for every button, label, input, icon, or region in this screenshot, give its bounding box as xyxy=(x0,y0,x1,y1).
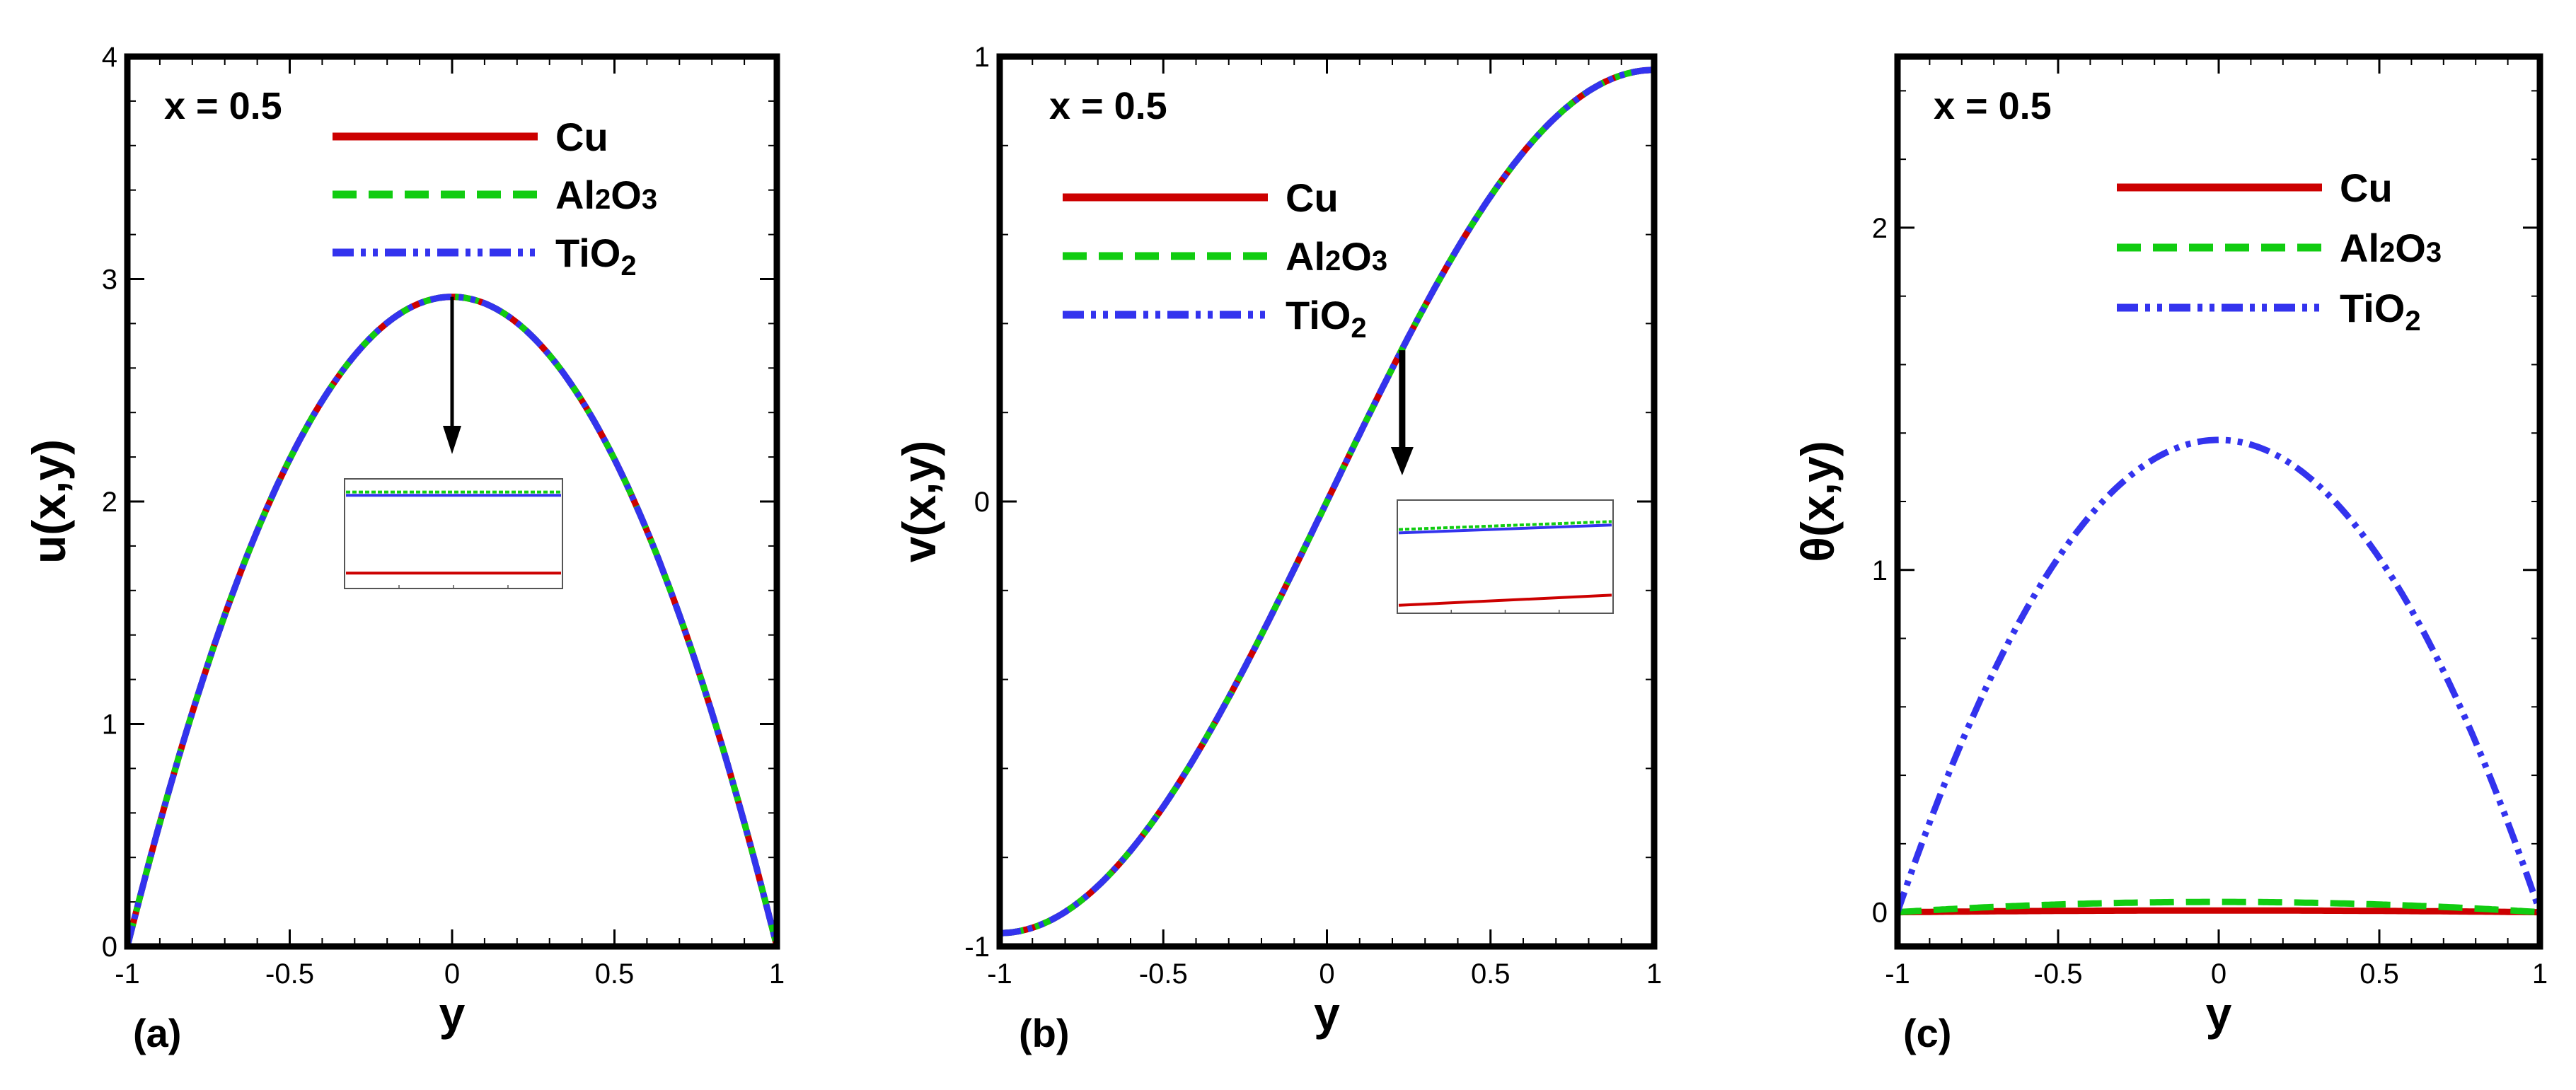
y-tick-label: 0 xyxy=(102,932,117,963)
x-tick-label: -0.5 xyxy=(265,958,314,990)
y-tick-label: 0 xyxy=(974,487,990,518)
chart-panel-2: -1 -0.5 0 0.5 1 -1 0 1 x = 0.5 Cu Al2O3 TiO2 y v(x,y)… xyxy=(893,42,1662,1055)
y-tick-label: 4 xyxy=(102,42,117,73)
x-axis-title: y xyxy=(2206,987,2232,1040)
x-tick-label: -1 xyxy=(115,958,140,990)
x-position-annotation: x = 0.5 xyxy=(164,85,282,127)
panel-label: (a) xyxy=(133,1011,181,1055)
zoom-inset xyxy=(344,478,563,589)
zoom-arrow-head xyxy=(1390,447,1414,475)
y-tick-label: 2 xyxy=(102,487,117,518)
legend-label-cu: Cu xyxy=(2340,166,2393,210)
x-position-annotation: x = 0.5 xyxy=(1934,85,2052,127)
legend-label-al2o3: Al2O3 xyxy=(555,173,657,217)
legend-label-al2o3: Al2O3 xyxy=(2340,226,2442,270)
panel-label: (b) xyxy=(1019,1011,1070,1055)
y-tick-label: -1 xyxy=(964,932,990,963)
y-tick-label: 0 xyxy=(1872,898,1888,929)
x-tick-label: -1 xyxy=(987,958,1012,990)
plot-frame xyxy=(124,53,780,950)
series-line-tio2 xyxy=(1898,436,2540,914)
y-tick-label: 2 xyxy=(1872,213,1888,244)
y-tick-label: 1 xyxy=(1872,555,1888,586)
x-tick-label: 0.5 xyxy=(2360,958,2399,990)
y-tick-label: 3 xyxy=(102,265,117,296)
panel-label: (c) xyxy=(1903,1011,1951,1055)
x-axis-title: y xyxy=(1314,987,1340,1040)
y-tick-label: 1 xyxy=(102,709,117,741)
inset-line-cu xyxy=(1398,593,1612,607)
x-tick-label: -1 xyxy=(1885,958,1910,990)
chart-panel-3: -1 -0.5 0 0.5 1 0 1 2 x = 0.5 Cu Al2O3 TiO2 y θ(x,y) (… xyxy=(1791,53,2548,1055)
zoom-arrow-head xyxy=(443,426,461,454)
plot-frame xyxy=(1894,53,2543,950)
x-tick-label: 1 xyxy=(769,958,785,990)
x-tick-label: 1 xyxy=(2532,958,2548,990)
x-tick-label: 0 xyxy=(2211,958,2226,990)
legend-label-tio2: TiO2 xyxy=(555,231,637,282)
series-group xyxy=(1000,66,1654,937)
x-axis-title: y xyxy=(439,987,466,1040)
series-line-cu xyxy=(1898,907,2540,916)
series-line-tio2 xyxy=(1000,66,1654,937)
legend-label-cu: Cu xyxy=(555,115,608,159)
inset-line-al2o3 xyxy=(1398,520,1612,531)
y-axis-title: v(x,y) xyxy=(893,441,945,562)
y-tick-label: 1 xyxy=(974,42,990,73)
x-tick-label: 0.5 xyxy=(595,958,635,990)
legend-label-al2o3: Al2O3 xyxy=(1286,234,1387,279)
x-tick-label: 0 xyxy=(444,958,460,990)
x-tick-label: -0.5 xyxy=(1139,958,1188,990)
x-tick-label: 1 xyxy=(1646,958,1662,990)
legend-label-tio2: TiO2 xyxy=(1286,293,1367,344)
y-axis-title: u(x,y) xyxy=(23,439,75,564)
legend-label-tio2: TiO2 xyxy=(2340,286,2421,337)
x-tick-label: -0.5 xyxy=(2034,958,2083,990)
x-tick-label: 0 xyxy=(1319,958,1334,990)
plot-frame xyxy=(996,53,1658,950)
chart-panel-1: -1 -0.5 0 0.5 1 0 1 2 3 4 x = 0.5 Cu Al2O3 TiO2 y u(x,y… xyxy=(23,42,785,1055)
series-group xyxy=(1898,436,2540,916)
zoom-inset xyxy=(1397,499,1614,614)
x-tick-label: 0.5 xyxy=(1471,958,1511,990)
x-position-annotation: x = 0.5 xyxy=(1049,85,1167,127)
series-line-tio2 xyxy=(127,294,777,946)
legend-label-cu: Cu xyxy=(1286,175,1339,220)
y-axis-title: θ(x,y) xyxy=(1791,441,1844,562)
inset-line-tio2 xyxy=(1398,523,1612,535)
